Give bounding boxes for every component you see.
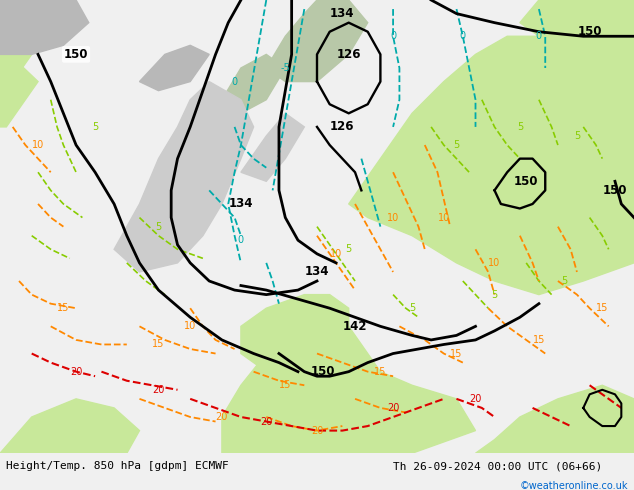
Text: 5: 5 [92, 122, 98, 132]
Polygon shape [266, 0, 368, 82]
Text: 10: 10 [488, 258, 501, 268]
Text: 10: 10 [437, 213, 450, 222]
Text: 134: 134 [330, 7, 354, 20]
Text: Th 26-09-2024 00:00 UTC (06+66): Th 26-09-2024 00:00 UTC (06+66) [393, 461, 602, 471]
Text: 150: 150 [311, 365, 335, 378]
Text: 10: 10 [184, 321, 197, 331]
Polygon shape [152, 145, 197, 204]
Text: 15: 15 [279, 380, 292, 390]
Text: 5: 5 [574, 131, 580, 141]
Text: 0: 0 [238, 235, 244, 245]
Text: 15: 15 [374, 367, 387, 377]
Text: 5: 5 [346, 245, 352, 254]
Polygon shape [520, 0, 634, 99]
Text: 0: 0 [460, 31, 466, 41]
Text: 150: 150 [514, 175, 538, 188]
Text: 5: 5 [155, 221, 162, 232]
Polygon shape [222, 308, 476, 453]
Polygon shape [139, 46, 209, 91]
Text: ©weatheronline.co.uk: ©weatheronline.co.uk [519, 481, 628, 490]
Text: 126: 126 [330, 121, 354, 133]
Text: 5: 5 [561, 276, 567, 286]
Text: 20: 20 [70, 367, 82, 377]
Text: -5: -5 [280, 63, 290, 73]
Text: 134: 134 [305, 266, 329, 278]
Polygon shape [0, 0, 44, 99]
Text: 0: 0 [536, 31, 542, 41]
Text: 126: 126 [337, 48, 361, 61]
Polygon shape [0, 399, 139, 453]
Polygon shape [178, 191, 209, 226]
Text: 134: 134 [229, 197, 253, 211]
Text: 15: 15 [450, 348, 463, 359]
Text: 5: 5 [409, 303, 415, 313]
Text: 20: 20 [387, 403, 399, 413]
Text: 15: 15 [596, 303, 609, 313]
Text: 15: 15 [57, 303, 70, 313]
Text: 20: 20 [152, 385, 165, 395]
Text: 15: 15 [152, 340, 165, 349]
Polygon shape [349, 36, 634, 294]
Polygon shape [241, 113, 304, 181]
Polygon shape [222, 54, 285, 113]
Text: 10: 10 [387, 213, 399, 222]
Text: 5: 5 [491, 290, 498, 299]
Polygon shape [476, 385, 634, 453]
Text: 15: 15 [533, 335, 545, 345]
Polygon shape [241, 294, 349, 371]
Text: 5: 5 [453, 140, 460, 150]
Text: 150: 150 [578, 25, 602, 38]
Text: 20: 20 [260, 416, 273, 426]
Text: 0: 0 [390, 31, 396, 41]
Text: 150: 150 [603, 184, 627, 197]
Text: 20: 20 [216, 412, 228, 422]
Text: 20: 20 [469, 394, 482, 404]
Polygon shape [114, 82, 254, 272]
Polygon shape [0, 0, 89, 54]
Text: 142: 142 [343, 320, 367, 333]
Text: 10: 10 [330, 249, 342, 259]
Text: 5: 5 [517, 122, 523, 132]
Text: Height/Temp. 850 hPa [gdpm] ECMWF: Height/Temp. 850 hPa [gdpm] ECMWF [6, 461, 229, 471]
Polygon shape [558, 82, 634, 159]
Text: 20: 20 [311, 426, 323, 436]
Polygon shape [0, 64, 38, 127]
Text: 10: 10 [32, 140, 44, 150]
Text: 0: 0 [231, 76, 238, 87]
Text: 150: 150 [64, 48, 88, 61]
